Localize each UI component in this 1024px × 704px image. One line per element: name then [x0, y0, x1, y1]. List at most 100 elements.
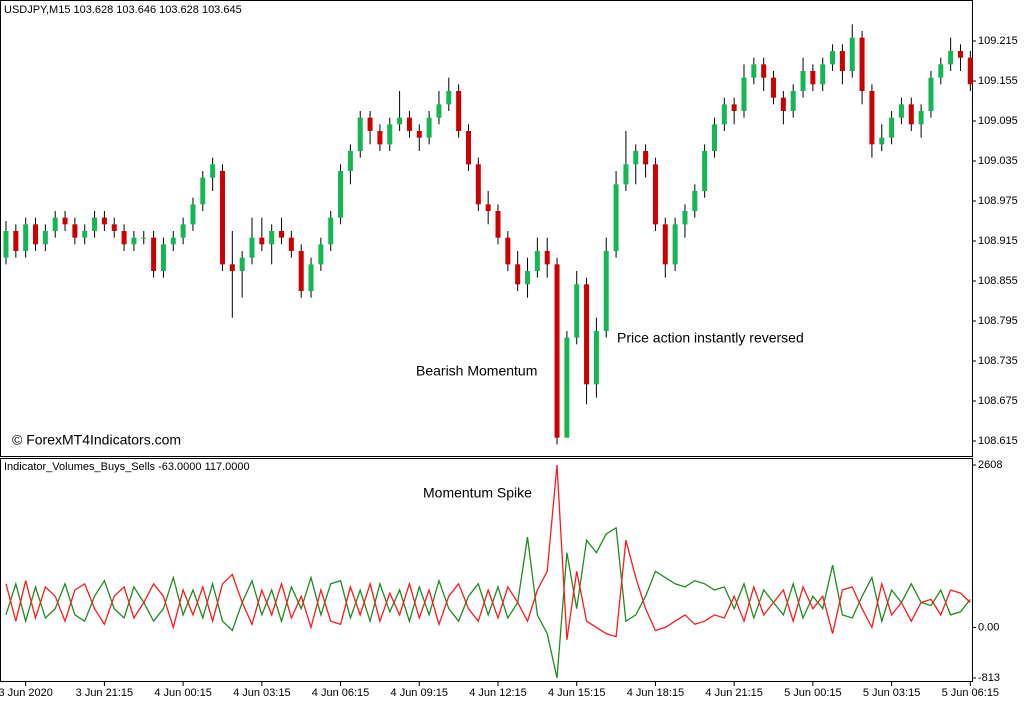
candle-body — [702, 151, 708, 191]
y-tick-label: 108.975 — [978, 195, 1018, 207]
candle-body — [957, 51, 963, 58]
y-tick-label: 108.675 — [978, 395, 1018, 407]
candle-body — [525, 271, 531, 285]
candle-body — [406, 117, 412, 131]
candle-body — [416, 131, 422, 138]
candle-body — [269, 231, 275, 245]
y-tick-label: 108.795 — [978, 315, 1018, 327]
candle-body — [859, 37, 865, 91]
candle-body — [13, 231, 19, 251]
candle-body — [938, 64, 944, 78]
x-tick-label: 4 Jun 15:15 — [548, 687, 606, 699]
x-tick-label: 3 Jun 2020 — [0, 687, 53, 699]
candle-body — [889, 117, 895, 138]
candle-body — [229, 264, 235, 271]
candle-body — [33, 224, 39, 245]
indicator-title: Indicator_Volumes_Buys_Sells -63.0000 11… — [4, 461, 250, 473]
y-tick-label: 109.155 — [978, 75, 1018, 87]
candle-body — [121, 231, 127, 245]
candle-body — [377, 131, 383, 145]
indicator-line — [5, 526, 971, 679]
candle-body — [898, 104, 904, 118]
y-tick-label: 108.615 — [978, 435, 1018, 447]
candle-body — [170, 237, 176, 245]
candle-body — [190, 204, 196, 225]
candle-body — [879, 137, 885, 145]
candle-body — [279, 231, 285, 238]
candle-body — [505, 237, 511, 265]
x-tick-label: 5 Jun 06:15 — [942, 687, 1000, 699]
candle-body — [485, 204, 491, 211]
candle-body — [544, 251, 550, 265]
candle-body — [387, 124, 393, 145]
y-tick-label: 108.915 — [978, 235, 1018, 247]
candle-body — [652, 164, 658, 225]
candle-body — [603, 251, 609, 331]
watermark: © ForexMT4Indicators.com — [12, 432, 181, 448]
candle-body — [308, 264, 314, 291]
candle-body — [830, 51, 836, 65]
candle-body — [42, 231, 48, 245]
candle-body — [72, 224, 78, 238]
candle-body — [741, 77, 747, 111]
y-tick-label: 108.855 — [978, 275, 1018, 287]
y-tick-label: 108.735 — [978, 355, 1018, 367]
candle-body — [780, 97, 786, 111]
candle-body — [62, 217, 68, 225]
candle-body — [810, 71, 816, 85]
candle-body — [456, 91, 462, 131]
candle-body — [574, 284, 580, 338]
annotation: Momentum Spike — [423, 485, 532, 501]
x-tick-label: 3 Jun 21:15 — [76, 687, 134, 699]
candle-body — [820, 64, 826, 85]
candle-body — [623, 164, 629, 185]
candle-body — [131, 237, 137, 245]
indicator-line — [5, 464, 971, 640]
candle-body — [918, 111, 924, 125]
candle-body — [3, 231, 9, 258]
candle-body — [298, 251, 304, 291]
candle-body — [672, 224, 678, 265]
candle-body — [288, 237, 294, 251]
candle-body — [318, 244, 324, 265]
candle-body — [465, 131, 471, 165]
candle-body — [338, 171, 344, 218]
candle-body — [23, 224, 29, 251]
candle-body — [564, 337, 570, 438]
candle-body — [436, 104, 442, 118]
candle-body — [367, 117, 373, 131]
x-tick-label: 5 Jun 00:15 — [784, 687, 842, 699]
y-tick-label: 0.00 — [978, 621, 999, 633]
candle-body — [92, 217, 98, 231]
candle-body — [662, 224, 668, 265]
candle-body — [495, 211, 501, 238]
candle-body — [849, 37, 855, 71]
candle-body — [101, 217, 107, 225]
x-tick-label: 4 Jun 00:15 — [154, 687, 212, 699]
candle-body — [249, 237, 255, 258]
candle-body — [643, 151, 649, 165]
candle-body — [111, 224, 117, 231]
candle-body — [967, 57, 973, 85]
annotation: Bearish Momentum — [416, 363, 537, 379]
candle-body — [869, 91, 875, 145]
y-tick-label: -813 — [978, 672, 1000, 684]
candle-body — [52, 217, 58, 231]
x-tick-label: 4 Jun 03:15 — [233, 687, 291, 699]
candle-body — [633, 151, 639, 165]
candle-body — [515, 264, 521, 285]
candle-body — [160, 244, 166, 271]
candle-body — [800, 71, 806, 91]
candle-body — [446, 91, 452, 105]
candle-body — [584, 284, 590, 385]
candle-body — [948, 51, 954, 65]
candle-body — [928, 77, 934, 111]
y-tick-label: 109.035 — [978, 155, 1018, 167]
candle-body — [731, 104, 737, 111]
candle-body — [613, 184, 619, 251]
x-tick-label: 4 Jun 12:15 — [469, 687, 527, 699]
candle-body — [210, 164, 216, 178]
candle-body — [357, 117, 363, 151]
candle-body — [82, 231, 88, 238]
